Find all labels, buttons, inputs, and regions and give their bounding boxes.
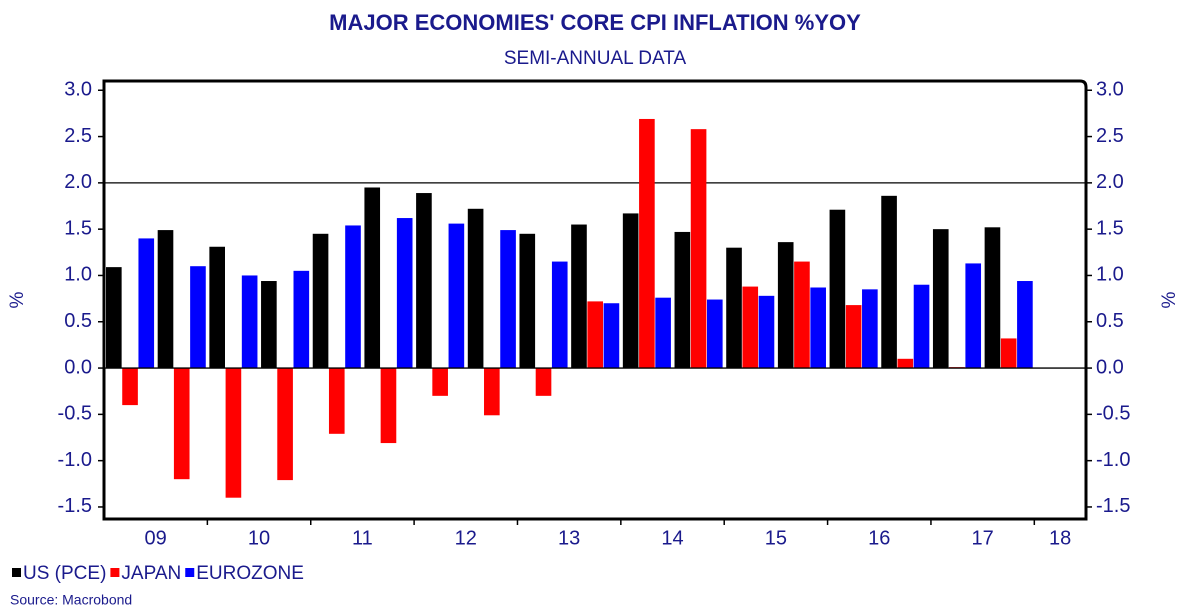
x-tick-label: 09 (145, 527, 167, 549)
bar (467, 208, 484, 369)
legend-swatch (12, 568, 21, 577)
source: Source: Macrobond (10, 592, 132, 608)
y-tick-label: 2.0 (64, 171, 92, 193)
bar (122, 368, 138, 406)
y-tick-label: 1.5 (64, 217, 92, 239)
y-tick-label: 1.0 (64, 264, 92, 286)
y2-tick-label: 3.0 (1096, 79, 1124, 101)
bar (416, 193, 432, 369)
bar (622, 213, 639, 369)
bar (655, 297, 671, 369)
y2-tick-label: -1.0 (1096, 449, 1130, 471)
bar (706, 299, 723, 369)
bar (777, 242, 794, 369)
bar (293, 270, 310, 369)
y2-tick-label: -0.5 (1096, 403, 1130, 425)
bar (587, 301, 604, 369)
bar (690, 129, 707, 369)
bar (157, 230, 174, 369)
bar (639, 118, 655, 369)
y2-tick-label: -1.5 (1096, 495, 1130, 517)
bar (862, 289, 878, 369)
x-tick-label: 15 (765, 527, 787, 549)
x-tick-label: 13 (558, 527, 580, 549)
bar (241, 275, 258, 369)
x-tick-label: 17 (972, 527, 994, 549)
y2-tick-label: 0.5 (1096, 310, 1124, 332)
bar (500, 230, 516, 369)
y-tick-label: -1.5 (58, 495, 92, 517)
y2-tick-label: 2.5 (1096, 125, 1124, 147)
legend-label: EUROZONE (196, 563, 304, 584)
x-tick-label: 12 (455, 527, 477, 549)
bar (448, 223, 465, 369)
legend-label: JAPAN (121, 563, 181, 584)
x-tick-label: 11 (352, 527, 373, 549)
bar (396, 218, 413, 369)
y2-tick-label: 1.5 (1096, 217, 1124, 239)
bar (810, 287, 826, 369)
bar (312, 233, 329, 369)
bar (364, 187, 381, 369)
y-axis-label: % (7, 291, 28, 308)
bar (932, 229, 949, 369)
y-tick-label: 0.0 (64, 356, 92, 378)
bar (1000, 338, 1017, 369)
bar (225, 368, 242, 498)
bar (519, 233, 536, 369)
y-tick-label: -1.0 (58, 449, 92, 471)
y2-tick-label: 1.0 (1096, 264, 1124, 286)
bar (726, 247, 742, 369)
bar (881, 195, 897, 369)
bar (138, 238, 155, 369)
bar (328, 368, 345, 434)
y2-axis-label: % (1159, 291, 1180, 308)
bar (432, 368, 448, 396)
bar (551, 261, 568, 369)
y-tick-label: 2.5 (64, 125, 92, 147)
bar (209, 246, 225, 369)
bar (603, 303, 620, 369)
bar (535, 368, 552, 396)
bar (758, 295, 775, 369)
bar (742, 286, 759, 369)
chart-subtitle: SEMI-ANNUAL DATA (504, 48, 687, 69)
bar (845, 305, 862, 369)
x-tick-label: 18 (1049, 527, 1071, 549)
bar (106, 267, 122, 369)
bar (913, 284, 930, 369)
bar (173, 368, 190, 480)
bar (984, 227, 1001, 369)
bar (380, 368, 397, 444)
bar (897, 358, 914, 369)
bar (277, 368, 293, 481)
bar (345, 225, 361, 369)
chart-title: MAJOR ECONOMIES' CORE CPI INFLATION %YOY (329, 10, 861, 35)
y2-tick-label: 2.0 (1096, 171, 1124, 193)
x-tick-label: 10 (248, 527, 270, 549)
y-tick-label: -0.5 (58, 403, 92, 425)
legend-label: US (PCE) (23, 563, 106, 584)
bar (829, 209, 846, 369)
y2-tick-label: 0.0 (1096, 356, 1124, 378)
bar (674, 231, 691, 369)
bar (1017, 281, 1033, 369)
legend-swatch (110, 568, 120, 577)
y-tick-label: 3.0 (64, 79, 92, 101)
legend-swatch (185, 568, 195, 577)
y-tick-label: 0.5 (64, 310, 92, 332)
bar (190, 266, 206, 369)
x-tick-label: 16 (868, 527, 890, 549)
plot-frame (102, 79, 1088, 521)
bar (794, 261, 810, 369)
x-tick-label: 14 (661, 527, 683, 549)
bar (571, 224, 587, 369)
bar (261, 281, 277, 369)
bar (965, 263, 982, 369)
bar (484, 368, 500, 416)
